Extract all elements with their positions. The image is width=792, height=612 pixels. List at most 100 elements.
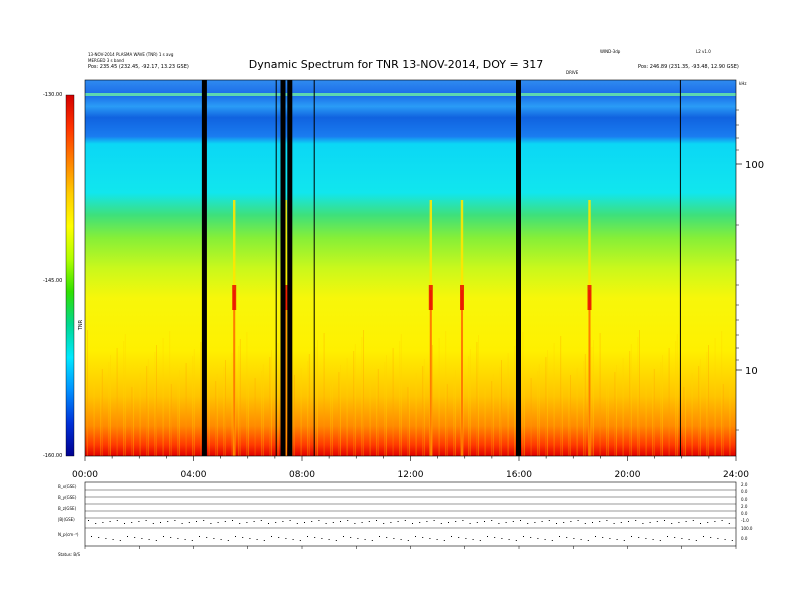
- striation: [583, 361, 585, 456]
- trace-dot: [311, 521, 313, 522]
- trace-dot: [484, 521, 485, 522]
- striation: [100, 376, 102, 456]
- trace-dot: [674, 537, 676, 538]
- trace-dot: [98, 537, 100, 538]
- trace-dot: [609, 538, 611, 539]
- burst-peak: [428, 285, 433, 310]
- trace-dot: [155, 540, 157, 541]
- trace-dot: [249, 538, 251, 539]
- trace-dot: [563, 522, 565, 523]
- burst-core: [429, 290, 432, 456]
- y-axis-ticks: [736, 109, 742, 431]
- striation: [652, 376, 654, 456]
- trace-dot: [376, 520, 377, 521]
- striation: [215, 381, 217, 456]
- trace-dot: [170, 537, 172, 538]
- striation: [591, 347, 593, 456]
- striation: [570, 375, 571, 456]
- striation: [261, 371, 263, 456]
- spectrogram-area: [85, 80, 736, 456]
- striation: [193, 349, 195, 456]
- trace-dot: [246, 522, 248, 523]
- bottom-row-label-bmag: |B|(GSE): [58, 517, 75, 522]
- trace-dot: [282, 521, 284, 522]
- trace-dot: [188, 522, 190, 523]
- trace-dot: [88, 520, 89, 521]
- bottom-right-tick-6: 100.0: [741, 526, 753, 531]
- chart-title: Dynamic Spectrum for TNR 13-NOV-2014, DO…: [248, 58, 544, 71]
- striation: [271, 350, 272, 456]
- trace-dot: [584, 523, 586, 524]
- trace-dot: [721, 520, 723, 521]
- header-left-line2: MERGED 3 s band: [88, 58, 124, 63]
- trace-dot: [285, 538, 287, 539]
- striation: [714, 338, 716, 456]
- striation: [561, 389, 563, 456]
- trace-dot: [462, 520, 464, 521]
- trace-dot: [296, 523, 298, 524]
- striation: [308, 354, 310, 456]
- striation: [376, 376, 378, 456]
- trace-dot: [347, 520, 349, 521]
- striation: [386, 355, 387, 456]
- trace-dot: [318, 520, 320, 521]
- striation: [110, 355, 111, 456]
- thin-gap-line: [679, 80, 681, 456]
- trace-dot: [472, 539, 474, 540]
- trace-dot: [638, 537, 640, 538]
- striation: [384, 362, 386, 456]
- striation: [568, 382, 570, 456]
- striation: [499, 367, 501, 456]
- trace-dot: [350, 537, 352, 538]
- striation: [323, 333, 325, 456]
- trace-dot: [196, 521, 197, 522]
- striation: [637, 337, 639, 456]
- striation: [668, 348, 670, 456]
- striation: [415, 373, 417, 456]
- trace-dot: [371, 540, 373, 541]
- striation: [660, 362, 662, 456]
- trace-dot: [548, 520, 550, 521]
- bottom-right-tick-2: 0.0: [741, 497, 748, 502]
- striation: [545, 357, 547, 456]
- striation: [294, 375, 295, 456]
- trace-dot: [220, 539, 222, 540]
- striation: [246, 332, 248, 456]
- striation: [514, 346, 516, 456]
- trace-dot: [105, 538, 107, 539]
- trace-dot: [440, 523, 442, 524]
- trace-dot: [717, 538, 719, 539]
- trace-dot: [141, 538, 143, 539]
- striation: [248, 385, 249, 456]
- trace-dot: [613, 523, 615, 524]
- striation: [300, 368, 302, 456]
- striation: [708, 345, 709, 456]
- striation: [277, 343, 279, 456]
- small-marker: DRIVE: [566, 70, 579, 75]
- trace-dot: [491, 520, 493, 521]
- trace-dot: [174, 520, 176, 521]
- striation: [147, 359, 149, 456]
- striation: [407, 387, 409, 456]
- trace-dot: [688, 539, 690, 540]
- striation: [116, 348, 118, 456]
- trace-dot: [469, 523, 471, 524]
- trace-dot: [263, 540, 265, 541]
- y-tick-label-10: 10: [745, 366, 758, 377]
- trace-dot: [167, 521, 169, 522]
- striation: [331, 379, 333, 456]
- trace-dot: [577, 520, 579, 521]
- trace-dot: [559, 536, 560, 537]
- trace-dot: [479, 540, 481, 541]
- striation: [722, 384, 724, 456]
- striation: [123, 341, 125, 456]
- trace-dot: [95, 523, 97, 524]
- trace-dot: [695, 540, 697, 541]
- striation: [254, 378, 256, 456]
- trace-dot: [292, 539, 294, 540]
- bottom-right-tick-0: 2.0: [741, 482, 748, 487]
- trace-dot: [692, 520, 694, 521]
- bottom-row-label-bx: B_x(GSE): [58, 484, 77, 489]
- trace-dot: [307, 536, 308, 537]
- trace-dot: [343, 536, 344, 537]
